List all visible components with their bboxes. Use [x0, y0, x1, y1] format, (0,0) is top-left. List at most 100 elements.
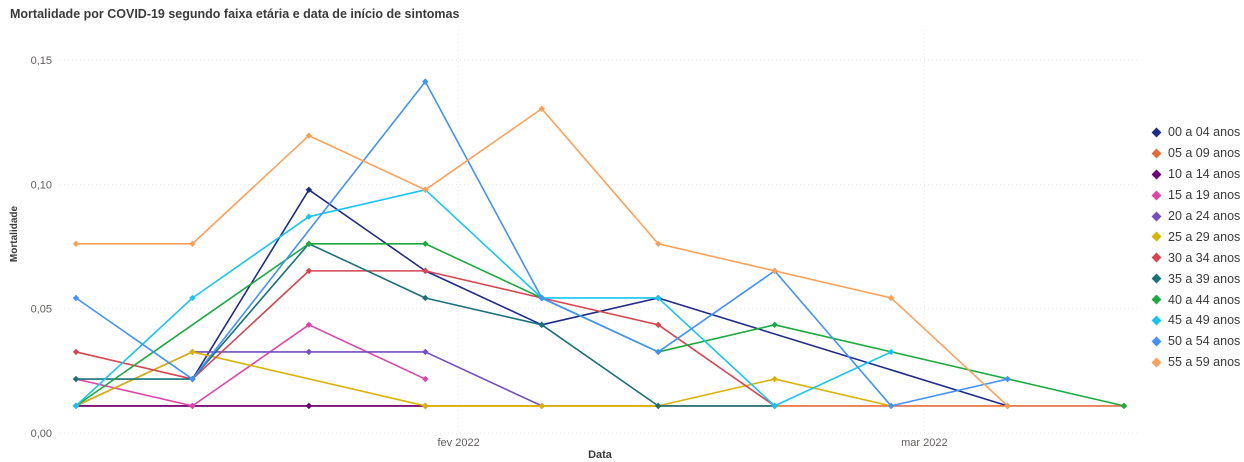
- data-point[interactable]: [72, 375, 80, 383]
- data-point[interactable]: [189, 348, 196, 356]
- gridlines: [60, 30, 1140, 434]
- legend-label: 10 a 14 anos: [1168, 167, 1241, 182]
- data-point[interactable]: [189, 375, 196, 383]
- legend-item[interactable]: 35 a 39 anos: [1150, 268, 1244, 289]
- legend-marker-icon: [1151, 294, 1162, 305]
- legend-marker-icon: [1151, 336, 1162, 347]
- legend-marker-icon: [1151, 127, 1162, 138]
- data-point[interactable]: [189, 402, 196, 410]
- legend-marker-icon: [1151, 148, 1162, 159]
- data-point[interactable]: [771, 375, 778, 383]
- data-point[interactable]: [189, 294, 196, 302]
- data-point[interactable]: [655, 348, 662, 356]
- legend-marker-icon: [1151, 190, 1162, 201]
- data-point[interactable]: [538, 105, 545, 112]
- legend-label: 20 a 24 anos: [1168, 209, 1241, 223]
- data-point[interactable]: [655, 294, 662, 302]
- series-line: [75, 80, 1008, 407]
- x-axis-label: Data: [588, 449, 613, 461]
- x-tick-label: mar 2022: [901, 437, 947, 449]
- data-point[interactable]: [771, 402, 778, 410]
- y-axis: 0,00 0,05 0,10 0,15: [31, 55, 52, 440]
- legend-item[interactable]: 10 a 14 anos: [1150, 164, 1244, 185]
- legend-label: 40 a 44 anos: [1168, 292, 1241, 307]
- series-line: [75, 270, 776, 407]
- series-line: [75, 189, 892, 407]
- y-tick-label: 0,15: [31, 55, 52, 67]
- legend-marker-icon: [1151, 357, 1162, 368]
- series-10-a-14-anos: [72, 402, 429, 410]
- legend-marker-icon: [1151, 211, 1162, 221]
- data-point[interactable]: [189, 240, 196, 247]
- legend-marker-icon: [1151, 315, 1162, 326]
- data-point[interactable]: [1120, 402, 1128, 410]
- legend-item[interactable]: 30 a 34 anos: [1150, 247, 1244, 268]
- data-point[interactable]: [72, 294, 80, 302]
- data-point[interactable]: [655, 240, 662, 247]
- data-point[interactable]: [305, 240, 313, 247]
- legend-label: 55 a 59 anos: [1168, 355, 1241, 370]
- data-point[interactable]: [72, 348, 80, 356]
- data-point[interactable]: [422, 78, 429, 85]
- legend-item[interactable]: 05 a 09 anos: [1150, 143, 1244, 164]
- data-point[interactable]: [305, 348, 313, 356]
- legend: 00 a 04 anos 05 a 09 anos 10 a 14 anos 15 a…: [1150, 122, 1244, 373]
- data-point[interactable]: [538, 321, 545, 329]
- chart-title: Mortalidade por COVID-19 segundo faixa e…: [10, 7, 460, 21]
- x-tick-label: fev 2022: [438, 437, 480, 449]
- data-point[interactable]: [887, 348, 895, 356]
- legend-item[interactable]: 55 a 59 anos: [1150, 352, 1244, 373]
- data-point[interactable]: [655, 402, 662, 410]
- series-45-a-49-anos: [72, 186, 895, 410]
- data-point[interactable]: [305, 402, 313, 410]
- y-axis-label: Mortalidade: [9, 206, 20, 263]
- data-point[interactable]: [422, 402, 429, 410]
- legend-marker-icon: [1151, 231, 1162, 242]
- data-point[interactable]: [655, 321, 662, 329]
- legend-label: 30 a 34 anos: [1168, 250, 1241, 265]
- legend-marker-icon: [1151, 252, 1162, 263]
- data-point[interactable]: [72, 240, 80, 247]
- legend-item[interactable]: 45 a 49 anos: [1150, 310, 1244, 331]
- data-point[interactable]: [422, 294, 429, 302]
- legend-label: 15 a 19 anos: [1168, 188, 1241, 203]
- data-point[interactable]: [771, 267, 778, 275]
- data-point[interactable]: [887, 402, 895, 410]
- legend-label: 00 a 04 anos: [1168, 125, 1241, 140]
- data-point[interactable]: [305, 132, 313, 139]
- x-axis: fev 2022 mar 2022: [438, 437, 948, 449]
- data-point[interactable]: [422, 375, 429, 383]
- legend-label: 45 a 49 anos: [1168, 313, 1241, 328]
- legend-item[interactable]: 20 a 24 anos: [1150, 206, 1244, 227]
- data-point[interactable]: [305, 186, 313, 194]
- y-tick-label: 0,05: [31, 304, 52, 316]
- legend-label: 50 a 54 anos: [1168, 334, 1241, 349]
- data-point[interactable]: [305, 267, 313, 275]
- legend-marker-icon: [1151, 169, 1162, 180]
- data-point[interactable]: [538, 294, 545, 302]
- data-point[interactable]: [305, 321, 313, 329]
- data-point[interactable]: [1004, 375, 1011, 383]
- data-point[interactable]: [72, 402, 80, 410]
- legend-item[interactable]: 25 a 29 anos: [1150, 226, 1244, 247]
- data-point[interactable]: [771, 321, 778, 329]
- series-line: [191, 189, 1008, 407]
- legend-label: 05 a 09 anos: [1168, 146, 1241, 161]
- legend-item[interactable]: 40 a 44 anos: [1150, 289, 1244, 310]
- data-point[interactable]: [422, 267, 429, 275]
- legend-label: 25 a 29 anos: [1168, 229, 1241, 244]
- data-point[interactable]: [422, 348, 429, 356]
- data-point[interactable]: [538, 402, 545, 410]
- data-point[interactable]: [305, 213, 313, 220]
- legend-item[interactable]: 15 a 19 anos: [1150, 185, 1244, 206]
- data-point[interactable]: [422, 240, 429, 247]
- data-point[interactable]: [887, 294, 895, 302]
- legend-item[interactable]: 00 a 04 anos: [1150, 122, 1244, 143]
- legend-label: 35 a 39 anos: [1168, 271, 1241, 286]
- legend-item[interactable]: 50 a 54 anos: [1150, 331, 1244, 352]
- series-group: [72, 78, 1128, 410]
- data-point[interactable]: [1004, 402, 1011, 410]
- series-30-a-34-anos: [72, 267, 778, 410]
- y-tick-label: 0,00: [31, 428, 52, 440]
- data-point[interactable]: [422, 186, 429, 194]
